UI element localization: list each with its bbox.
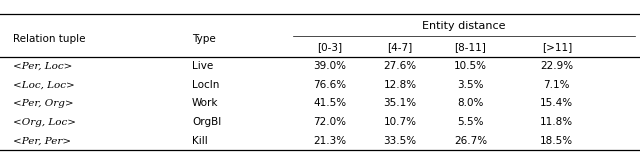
Text: 35.1%: 35.1% [383,99,417,108]
Text: 8.0%: 8.0% [457,99,484,108]
Text: 11.8%: 11.8% [540,117,573,127]
Text: 15.4%: 15.4% [540,99,573,108]
Text: 33.5%: 33.5% [383,136,417,146]
Text: Entity distance: Entity distance [422,21,506,31]
Text: 10.5%: 10.5% [454,61,487,71]
Text: <Org, Loc>: <Org, Loc> [13,118,76,127]
Text: Type: Type [192,34,216,43]
Text: 3.5%: 3.5% [457,80,484,90]
Text: <Per, Org>: <Per, Org> [13,99,74,108]
Text: 41.5%: 41.5% [313,99,346,108]
Text: 72.0%: 72.0% [313,117,346,127]
Text: 21.3%: 21.3% [313,136,346,146]
Text: [>11]: [>11] [541,42,572,52]
Text: <Per, Per>: <Per, Per> [13,136,71,145]
Text: LocIn: LocIn [192,80,220,90]
Text: [8-11]: [8-11] [454,42,486,52]
Text: <Loc, Loc>: <Loc, Loc> [13,80,74,89]
Text: Work: Work [192,99,218,108]
Text: OrgBl: OrgBl [192,117,221,127]
Text: 26.7%: 26.7% [454,136,487,146]
Text: 39.0%: 39.0% [313,61,346,71]
Text: [4-7]: [4-7] [387,42,413,52]
Text: <Per, Loc>: <Per, Loc> [13,62,72,71]
Text: [0-3]: [0-3] [317,42,342,52]
Text: Relation tuple: Relation tuple [13,34,85,43]
Text: 5.5%: 5.5% [457,117,484,127]
Text: 10.7%: 10.7% [383,117,417,127]
Text: Live: Live [192,61,213,71]
Text: 76.6%: 76.6% [313,80,346,90]
Text: Kill: Kill [192,136,208,146]
Text: 7.1%: 7.1% [543,80,570,90]
Text: 18.5%: 18.5% [540,136,573,146]
Text: 22.9%: 22.9% [540,61,573,71]
Text: 27.6%: 27.6% [383,61,417,71]
Text: 12.8%: 12.8% [383,80,417,90]
